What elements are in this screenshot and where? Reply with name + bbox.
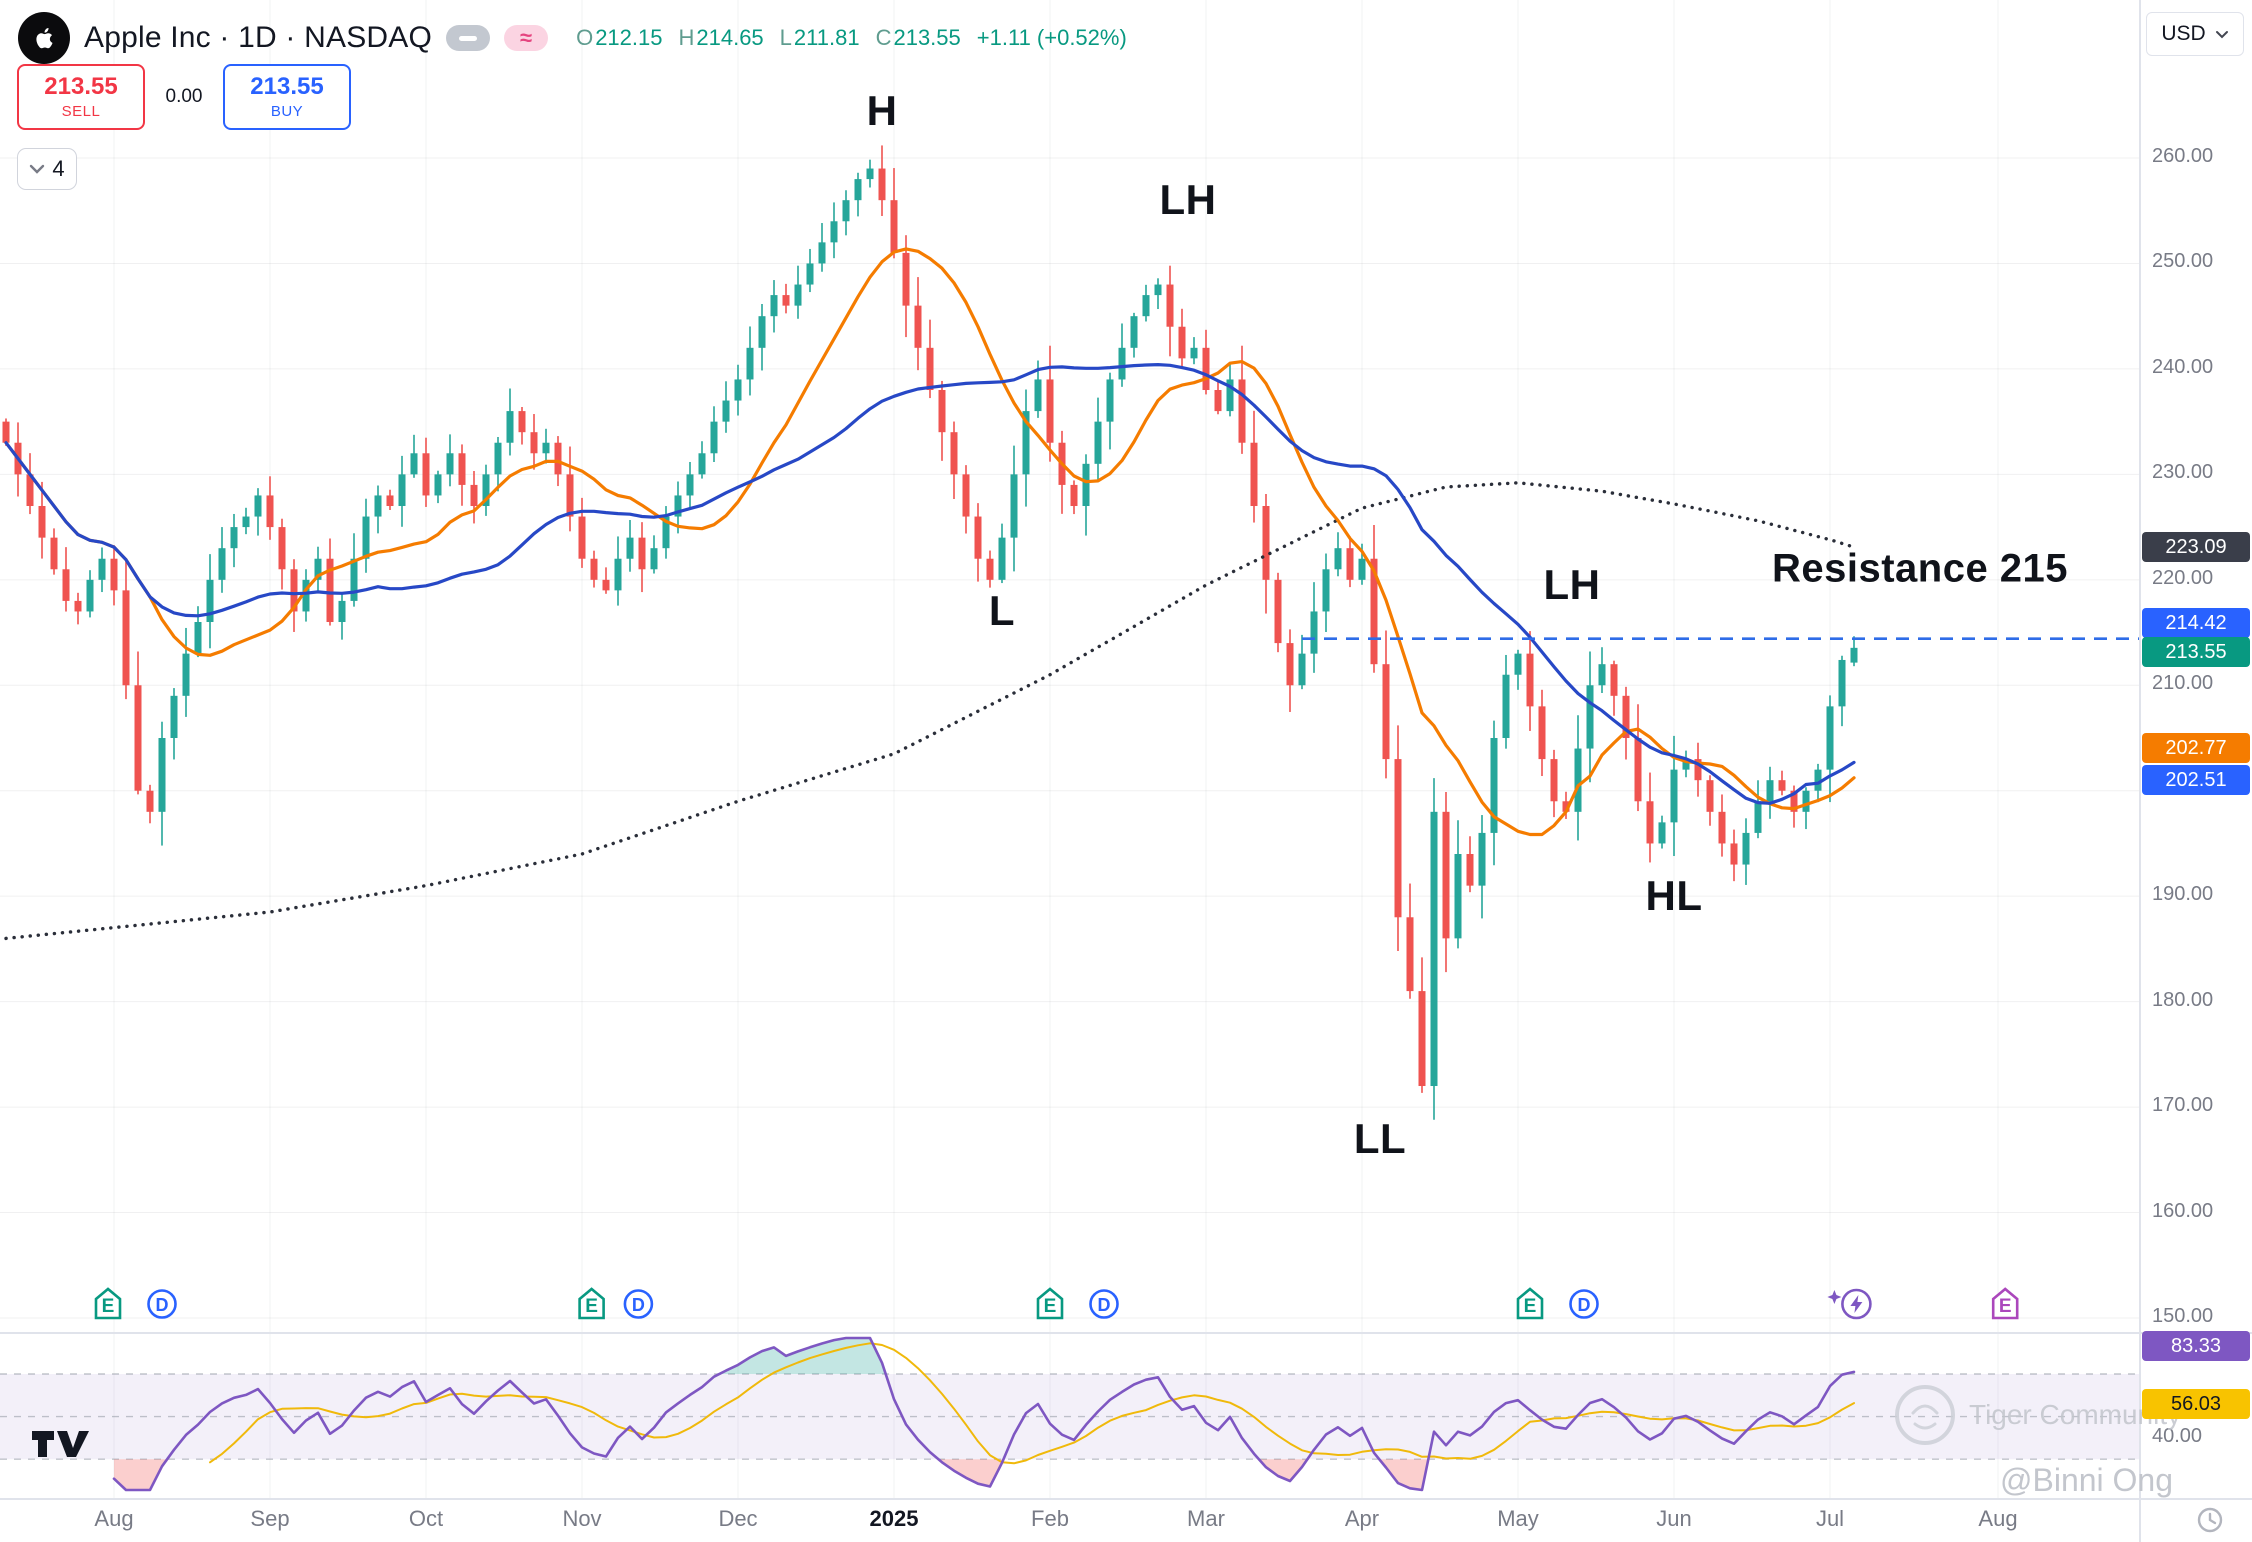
spread-value: 0.00 bbox=[165, 86, 203, 107]
chevron-down-icon bbox=[30, 164, 45, 174]
svg-text:E: E bbox=[1044, 1296, 1057, 1317]
buy-label: BUY bbox=[270, 102, 304, 120]
price-axis-label: 220.00 bbox=[2152, 566, 2214, 589]
watermark-brand-text: Tiger Community bbox=[1969, 1399, 2182, 1430]
sell-label: SELL bbox=[61, 102, 101, 120]
price-axis-label: 240.00 bbox=[2152, 355, 2214, 378]
buy-button[interactable]: 213.55 BUY bbox=[223, 64, 351, 130]
currency-dropdown[interactable]: USD bbox=[2146, 12, 2244, 56]
grid-lines bbox=[0, 0, 2140, 1499]
svg-text:D: D bbox=[1578, 1295, 1591, 1315]
svg-text:D: D bbox=[1098, 1295, 1111, 1315]
rsi-oversold-fill bbox=[938, 1459, 1004, 1487]
price-axis-label: 170.00 bbox=[2152, 1094, 2214, 1117]
change-readout: +1.11 (+0.52%) bbox=[976, 25, 1127, 50]
candlestick-series bbox=[2, 145, 1858, 1120]
apple-logo-icon bbox=[18, 12, 70, 64]
month-label: May bbox=[1497, 1506, 1539, 1531]
month-label: Mar bbox=[1187, 1506, 1225, 1531]
price-axis-label: 210.00 bbox=[2152, 672, 2214, 695]
month-label: Feb bbox=[1031, 1506, 1069, 1531]
tiger-logo-icon bbox=[1895, 1385, 1955, 1445]
ohlc-open-label: O bbox=[576, 25, 594, 50]
symbol-header: Apple Inc · 1D · NASDAQ ≈ O 212.15 H 214.6… bbox=[18, 12, 1127, 64]
ohlc-high-value: 214.65 bbox=[696, 25, 764, 50]
ma50-line bbox=[4, 363, 1856, 805]
svg-text:D: D bbox=[156, 1295, 169, 1315]
month-label: Jun bbox=[1656, 1506, 1692, 1531]
timeline-clock-icon[interactable] bbox=[2196, 1506, 2224, 1539]
svg-text:E: E bbox=[585, 1296, 598, 1317]
rsi-oversold-fill bbox=[114, 1459, 168, 1490]
dividend-badge-icon[interactable] bbox=[623, 1289, 654, 1319]
price-axis-label: 180.00 bbox=[2152, 988, 2214, 1011]
ma20-line bbox=[4, 247, 1856, 837]
month-label: Oct bbox=[408, 1506, 444, 1531]
dividend-badge-icon[interactable] bbox=[147, 1289, 177, 1319]
minus-toggle-icon[interactable] bbox=[446, 25, 491, 51]
price-axis-label: 250.00 bbox=[2152, 250, 2214, 273]
svg-text:E: E bbox=[1999, 1296, 2012, 1317]
month-label: 2025 bbox=[869, 1506, 919, 1531]
currency-label: USD bbox=[2161, 22, 2206, 45]
ohlc-low-value: 211.81 bbox=[793, 25, 860, 50]
earnings-badge-icon[interactable] bbox=[1516, 1287, 1544, 1320]
time-scale[interactable]: Aug Sep Oct Nov Dec 2025 Feb Mar Apr May Jun Jul Aug bbox=[0, 1500, 2252, 1542]
tradingview-logo[interactable] bbox=[30, 1424, 92, 1469]
month-label: Dec bbox=[718, 1506, 758, 1531]
chevron-down-icon bbox=[2215, 30, 2228, 38]
ohlc-close-label: C bbox=[875, 25, 892, 50]
earnings-badge-icon[interactable] bbox=[578, 1287, 605, 1320]
svg-text:E: E bbox=[102, 1296, 115, 1317]
dividend-badge-icon[interactable] bbox=[1089, 1289, 1119, 1319]
month-label: Sep bbox=[250, 1506, 290, 1531]
month-label: Nov bbox=[562, 1506, 602, 1531]
trade-panel: 213.55 SELL 0.00 213.55 BUY bbox=[17, 64, 351, 130]
wave-toggle-icon[interactable]: ≈ bbox=[504, 25, 549, 51]
rsi-signal-line bbox=[209, 1342, 1855, 1465]
rsi-overbought-fill bbox=[719, 1338, 886, 1374]
symbol-title[interactable]: Apple Inc · 1D · NASDAQ bbox=[84, 21, 433, 54]
earnings-badge-icon[interactable] bbox=[94, 1287, 122, 1320]
svg-text:E: E bbox=[1524, 1296, 1537, 1317]
object-tree-dropdown[interactable]: 4 bbox=[17, 148, 77, 190]
month-label: Apr bbox=[1344, 1506, 1380, 1531]
price-scale[interactable]: 260.00 250.00 240.00 230.00 220.00 210.00 190.… bbox=[2140, 0, 2252, 1499]
month-label: Aug bbox=[1978, 1506, 2018, 1531]
price-axis-label: 190.00 bbox=[2152, 883, 2214, 906]
rsi-oversold-fill bbox=[1379, 1459, 1429, 1490]
author-watermark: @Binni Ong bbox=[2000, 1462, 2174, 1498]
price-axis-label: 160.00 bbox=[2152, 1199, 2214, 1222]
sparkle-icon bbox=[1827, 1290, 1842, 1304]
earnings-badge-icon[interactable] bbox=[1036, 1287, 1064, 1320]
earnings-badge-icon[interactable] bbox=[1991, 1287, 2019, 1320]
community-watermark: Tiger Community bbox=[1893, 1383, 2181, 1447]
sell-button[interactable]: 213.55 SELL bbox=[17, 64, 145, 130]
rsi-line bbox=[112, 1336, 1856, 1492]
ohlc-readout: O 212.15 H 214.65 L 211.81 C 213.55 +1.11 (+… bbox=[576, 25, 1127, 51]
price-axis-label: 150.00 bbox=[2152, 1305, 2214, 1327]
price-axis-label: 230.00 bbox=[2152, 461, 2214, 484]
dividend-badge-icon[interactable] bbox=[1569, 1289, 1599, 1319]
ohlc-open-value: 212.15 bbox=[595, 25, 663, 50]
buy-price: 213.55 bbox=[250, 72, 324, 100]
month-label: Aug bbox=[94, 1506, 134, 1531]
svg-text:D: D bbox=[632, 1295, 645, 1315]
price-axis-label: 260.00 bbox=[2152, 145, 2214, 167]
ohlc-high-label: H bbox=[678, 25, 695, 50]
ohlc-low-label: L bbox=[779, 25, 792, 50]
ohlc-close-value: 213.55 bbox=[893, 25, 961, 50]
rsi-oversold-fill bbox=[1258, 1459, 1308, 1481]
rsi-axis-label: 40.00 bbox=[2152, 1424, 2203, 1447]
sell-price: 213.55 bbox=[44, 72, 118, 100]
interval-count: 4 bbox=[52, 156, 65, 181]
month-label: Jul bbox=[1815, 1506, 1845, 1531]
